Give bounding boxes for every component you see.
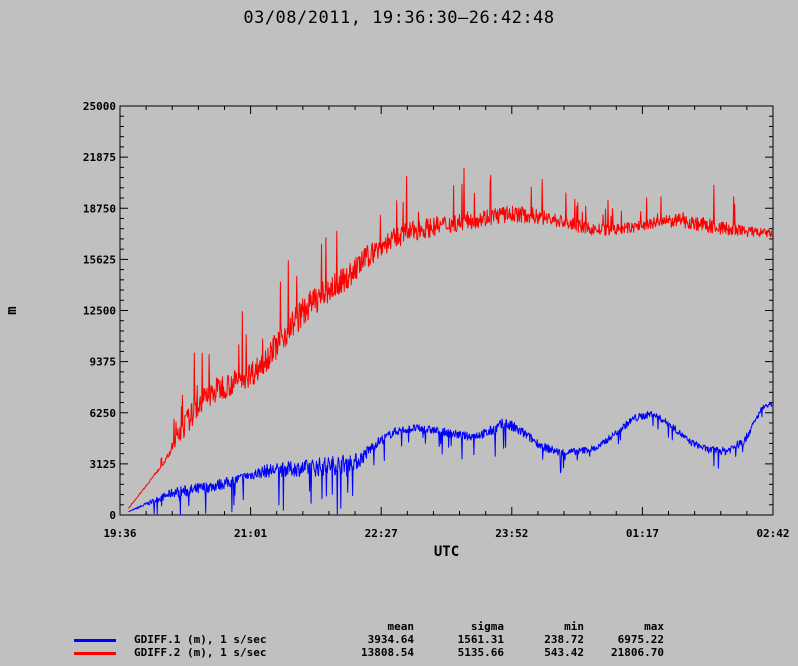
legend-min-gdiff1: 238.72: [544, 633, 584, 646]
series-line-gdiff1: [128, 402, 773, 516]
legend-swatch-gdiff1: [74, 639, 116, 642]
y-tick-label: 15625: [83, 253, 116, 266]
legend-max-gdiff2: 21806.70: [611, 646, 664, 659]
y-tick-label: 18750: [83, 202, 116, 215]
legend-sigma-gdiff2: 5135.66: [457, 646, 504, 659]
legend-swatch-gdiff2: [74, 652, 116, 655]
legend-label-gdiff1: GDIFF.1 (m), 1 s/sec: [134, 633, 267, 646]
legend-header-mean: mean: [387, 620, 415, 633]
x-axis-label: UTC: [434, 544, 459, 560]
x-tick-label: 22:27: [365, 527, 398, 540]
legend-header: mean sigma min max: [74, 620, 665, 633]
legend-header-max: max: [644, 620, 664, 633]
legend-max-gdiff1: 6975.22: [617, 633, 664, 646]
x-tick-label: 01:17: [626, 527, 659, 540]
plot-frame: [119, 105, 774, 516]
legend: mean sigma min max GDIFF.1 (m), 1 s/sec …: [74, 620, 665, 659]
y-axis-label: m: [4, 306, 20, 314]
legend-header-sigma: sigma: [470, 620, 504, 633]
series-line-gdiff2: [128, 167, 773, 509]
legend-min-gdiff2: 543.42: [544, 646, 584, 659]
x-tick-label: 02:42: [756, 527, 789, 540]
x-tick-label: 23:52: [495, 527, 528, 540]
x-tick-label: 19:36: [103, 527, 136, 540]
y-tick-label: 6250: [90, 407, 117, 420]
y-tick-label: 9375: [90, 356, 117, 369]
y-tick-label: 0: [109, 509, 116, 522]
legend-mean-gdiff1: 3934.64: [367, 633, 414, 646]
legend-row-gdiff1: GDIFF.1 (m), 1 s/sec 3934.64 1561.31 238…: [74, 633, 664, 646]
legend-row-gdiff2: GDIFF.2 (m), 1 s/sec 13808.54 5135.66 54…: [74, 646, 664, 659]
y-tick-label: 21875: [83, 151, 116, 164]
chart-title: 03/08/2011, 19:36:30–26:42:48: [243, 8, 555, 28]
legend-mean-gdiff2: 13808.54: [361, 646, 414, 659]
y-tick-label: 12500: [83, 305, 116, 318]
legend-label-gdiff2: GDIFF.2 (m), 1 s/sec: [134, 646, 267, 659]
y-tick-label: 25000: [83, 100, 116, 113]
y-tick-label: 3125: [90, 458, 117, 471]
x-tick-label: 21:01: [234, 527, 267, 540]
legend-sigma-gdiff1: 1561.31: [457, 633, 504, 646]
legend-header-min: min: [564, 620, 584, 633]
